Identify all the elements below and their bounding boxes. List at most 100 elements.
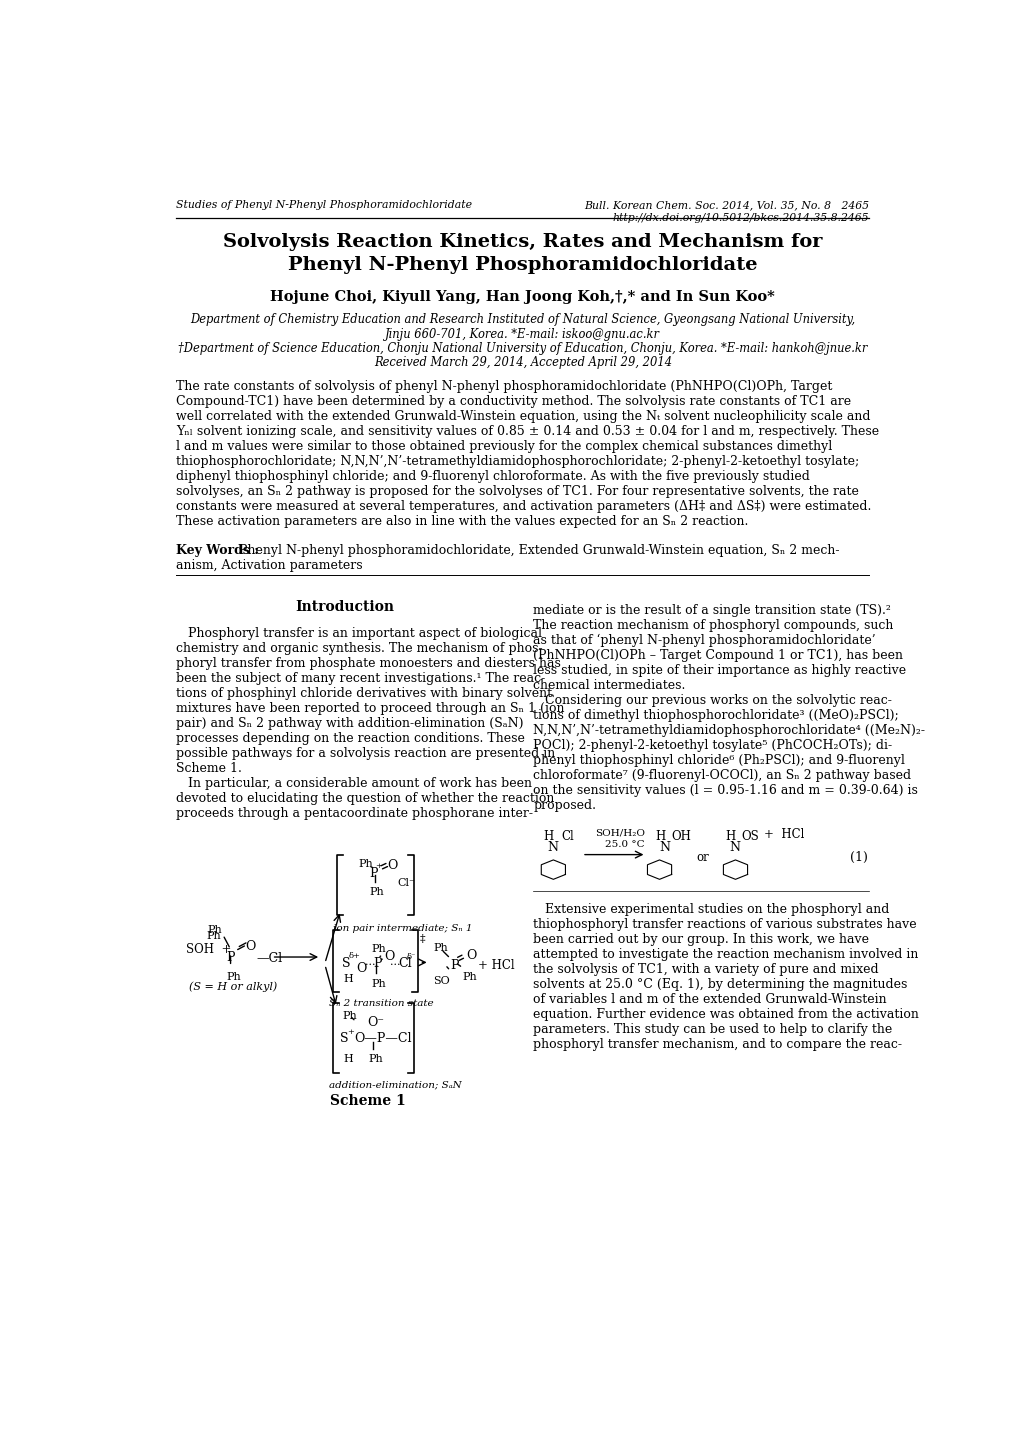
Text: In particular, a considerable amount of work has been: In particular, a considerable amount of … bbox=[176, 778, 532, 791]
Text: O: O bbox=[384, 949, 394, 962]
Text: processes depending on the reaction conditions. These: processes depending on the reaction cond… bbox=[176, 732, 525, 745]
Text: Ph: Ph bbox=[371, 944, 386, 954]
Text: N: N bbox=[546, 841, 557, 854]
Text: thiophosphoryl transfer reactions of various substrates have: thiophosphoryl transfer reactions of var… bbox=[533, 918, 916, 931]
Text: δ+: δ+ bbox=[347, 951, 360, 960]
Text: been the subject of many recent investigations.¹ The reac-: been the subject of many recent investig… bbox=[176, 672, 545, 685]
Text: Department of Chemistry Education and Research Instituted of Natural Science, Gy: Department of Chemistry Education and Re… bbox=[190, 313, 855, 326]
Text: Ph: Ph bbox=[463, 973, 477, 983]
Text: Bull. Korean Chem. Soc. 2014, Vol. 35, No. 8   2465: Bull. Korean Chem. Soc. 2014, Vol. 35, N… bbox=[584, 201, 868, 211]
Text: thiophosphorochloridate; N,N,N’,N’-tetramethyldiamidophosphorochloridate; 2-phen: thiophosphorochloridate; N,N,N’,N’-tetra… bbox=[176, 455, 859, 468]
Text: Ph: Ph bbox=[369, 887, 383, 898]
Text: The reaction mechanism of phosphoryl compounds, such: The reaction mechanism of phosphoryl com… bbox=[533, 619, 893, 632]
Text: Cl: Cl bbox=[560, 830, 574, 843]
Text: + HCl: + HCl bbox=[478, 958, 515, 971]
Text: H: H bbox=[343, 1053, 353, 1063]
Text: Scheme 1: Scheme 1 bbox=[329, 1094, 405, 1108]
Text: diphenyl thiophosphinyl chloride; and 9-fluorenyl chloroformate. As with the fiv: diphenyl thiophosphinyl chloride; and 9-… bbox=[176, 469, 809, 482]
Text: proceeds through a pentacoordinate phosphorane inter-: proceeds through a pentacoordinate phosp… bbox=[176, 807, 533, 820]
Text: O—P—Cl: O—P—Cl bbox=[354, 1033, 412, 1046]
Text: or: or bbox=[696, 851, 709, 864]
Text: ‡: ‡ bbox=[419, 934, 425, 944]
Text: P: P bbox=[226, 951, 234, 964]
Text: POCl); 2-phenyl-2-ketoethyl tosylate⁵ (PhCOCH₂OTs); di-: POCl); 2-phenyl-2-ketoethyl tosylate⁵ (P… bbox=[533, 739, 892, 752]
Text: Scheme 1.: Scheme 1. bbox=[176, 762, 242, 775]
Text: S: S bbox=[341, 957, 351, 970]
Text: O⁻: O⁻ bbox=[367, 1016, 383, 1029]
Text: Hojune Choi, Kiyull Yang, Han Joong Koh,†,* and In Sun Koo*: Hojune Choi, Kiyull Yang, Han Joong Koh,… bbox=[270, 290, 774, 304]
Text: phenyl thiophosphinyl chloride⁶ (Ph₂PSCl); and 9-fluorenyl: phenyl thiophosphinyl chloride⁶ (Ph₂PSCl… bbox=[533, 755, 904, 768]
Text: Phenyl N-phenyl phosphoramidochloridate, Extended Grunwald-Winstein equation, Sₙ: Phenyl N-phenyl phosphoramidochloridate,… bbox=[235, 544, 839, 557]
Text: Ph: Ph bbox=[368, 1053, 383, 1063]
Text: 25.0 °C: 25.0 °C bbox=[604, 840, 644, 850]
Text: +: + bbox=[375, 861, 382, 870]
Text: http://dx.doi.org/10.5012/bkcs.2014.35.8.2465: http://dx.doi.org/10.5012/bkcs.2014.35.8… bbox=[612, 214, 868, 224]
Text: equation. Further evidence was obtained from the activation: equation. Further evidence was obtained … bbox=[533, 1007, 918, 1020]
Text: H: H bbox=[655, 830, 665, 843]
Text: less studied, in spite of their importance as highly reactive: less studied, in spite of their importan… bbox=[533, 664, 906, 677]
Text: Cl: Cl bbox=[397, 957, 411, 970]
Text: on the sensitivity values (l = 0.95-1.16 and m = 0.39-0.64) is: on the sensitivity values (l = 0.95-1.16… bbox=[533, 784, 917, 797]
Text: O: O bbox=[356, 962, 366, 975]
Text: Ph: Ph bbox=[358, 859, 373, 869]
Text: (S = H or alkyl): (S = H or alkyl) bbox=[189, 981, 277, 993]
Text: +: + bbox=[347, 1027, 354, 1036]
Text: chemistry and organic synthesis. The mechanism of phos-: chemistry and organic synthesis. The mec… bbox=[176, 642, 542, 655]
Text: O: O bbox=[387, 859, 397, 872]
Text: phosphoryl transfer mechanism, and to compare the reac-: phosphoryl transfer mechanism, and to co… bbox=[533, 1038, 902, 1051]
Text: proposed.: proposed. bbox=[533, 799, 596, 812]
Text: P: P bbox=[373, 957, 381, 970]
Text: (PhNHPO(Cl)OPh – Target Compound 1 or TC1), has been: (PhNHPO(Cl)OPh – Target Compound 1 or TC… bbox=[533, 649, 903, 662]
Text: N: N bbox=[659, 841, 669, 854]
Text: Phosphoryl transfer is an important aspect of biological: Phosphoryl transfer is an important aspe… bbox=[176, 628, 542, 641]
Text: Introduction: Introduction bbox=[294, 600, 393, 615]
Text: Ph: Ph bbox=[341, 1012, 357, 1020]
Text: The rate constants of solvolysis of phenyl N-phenyl phosphoramidochloridate (PhN: The rate constants of solvolysis of phen… bbox=[176, 380, 832, 392]
Text: solvents at 25.0 °C (Eq. 1), by determining the magnitudes: solvents at 25.0 °C (Eq. 1), by determin… bbox=[533, 978, 907, 991]
Text: SOH  +: SOH + bbox=[186, 944, 231, 957]
Text: Ph: Ph bbox=[226, 973, 242, 983]
Text: Ph: Ph bbox=[371, 980, 386, 990]
Text: l and m values were similar to those obtained previously for the complex chemica: l and m values were similar to those obt… bbox=[176, 440, 832, 453]
Text: mixtures have been reported to proceed through an Sₙ 1 (ion: mixtures have been reported to proceed t… bbox=[176, 703, 565, 716]
Text: P: P bbox=[450, 958, 459, 971]
Text: —Cl: —Cl bbox=[256, 952, 282, 965]
Text: Solvolysis Reaction Kinetics, Rates and Mechanism for: Solvolysis Reaction Kinetics, Rates and … bbox=[223, 234, 821, 251]
Text: Extensive experimental studies on the phosphoryl and: Extensive experimental studies on the ph… bbox=[533, 903, 889, 916]
Text: Yₙₗ solvent ionizing scale, and sensitivity values of 0.85 ± 0.14 and 0.53 ± 0.0: Yₙₗ solvent ionizing scale, and sensitiv… bbox=[176, 424, 878, 437]
Text: been carried out by our group. In this work, we have: been carried out by our group. In this w… bbox=[533, 932, 868, 945]
Text: H: H bbox=[725, 830, 735, 843]
Text: Key Words :: Key Words : bbox=[176, 544, 259, 557]
Text: SO: SO bbox=[433, 975, 449, 986]
Text: anism, Activation parameters: anism, Activation parameters bbox=[176, 558, 363, 571]
Text: OS: OS bbox=[740, 830, 758, 843]
Text: phoryl transfer from phosphate monoesters and diesters has: phoryl transfer from phosphate monoester… bbox=[176, 657, 560, 670]
Text: constants were measured at several temperatures, and activation parameters (ΔH‡ : constants were measured at several tempe… bbox=[176, 499, 871, 512]
Text: These activation parameters are also in line with the values expected for an Sₙ : These activation parameters are also in … bbox=[176, 515, 748, 528]
Text: O: O bbox=[466, 949, 476, 962]
Text: (1): (1) bbox=[849, 851, 867, 864]
Text: well correlated with the extended Grunwald-Winstein equation, using the Nₜ solve: well correlated with the extended Grunwa… bbox=[176, 410, 870, 423]
Text: Ph: Ph bbox=[206, 931, 221, 941]
Text: the solvolysis of TC1, with a variety of pure and mixed: the solvolysis of TC1, with a variety of… bbox=[533, 962, 878, 975]
Text: tions of phosphinyl chloride derivatives with binary solvent: tions of phosphinyl chloride derivatives… bbox=[176, 687, 552, 700]
Text: S: S bbox=[340, 1033, 348, 1046]
Text: OH: OH bbox=[671, 830, 690, 843]
Text: Cl⁻: Cl⁻ bbox=[396, 877, 415, 887]
Text: N: N bbox=[729, 841, 740, 854]
Text: H: H bbox=[543, 830, 553, 843]
Text: δ⁻: δ⁻ bbox=[407, 954, 416, 961]
Text: O: O bbox=[245, 939, 255, 952]
Text: Phenyl N-Phenyl Phosphoramidochloridate: Phenyl N-Phenyl Phosphoramidochloridate bbox=[287, 257, 757, 274]
Text: Studies of Phenyl N-Phenyl Phosphoramidochloridate: Studies of Phenyl N-Phenyl Phosphoramido… bbox=[176, 201, 472, 211]
Text: SOH/H₂O: SOH/H₂O bbox=[594, 828, 644, 837]
Text: Ph: Ph bbox=[207, 925, 222, 935]
Text: +  HCl: + HCl bbox=[763, 828, 804, 841]
Text: Ph: Ph bbox=[433, 944, 447, 954]
Text: parameters. This study can be used to help to clarify the: parameters. This study can be used to he… bbox=[533, 1023, 892, 1036]
Text: Considering our previous works on the solvolytic reac-: Considering our previous works on the so… bbox=[533, 694, 892, 707]
Text: attempted to investigate the reaction mechanism involved in: attempted to investigate the reaction me… bbox=[533, 948, 918, 961]
Text: P: P bbox=[369, 867, 378, 880]
Text: as that of ‘phenyl N-phenyl phosphoramidochloridate’: as that of ‘phenyl N-phenyl phosphoramid… bbox=[533, 633, 875, 648]
Text: tions of dimethyl thiophosphorochloridate³ ((MeO)₂PSCl);: tions of dimethyl thiophosphorochloridat… bbox=[533, 709, 898, 722]
